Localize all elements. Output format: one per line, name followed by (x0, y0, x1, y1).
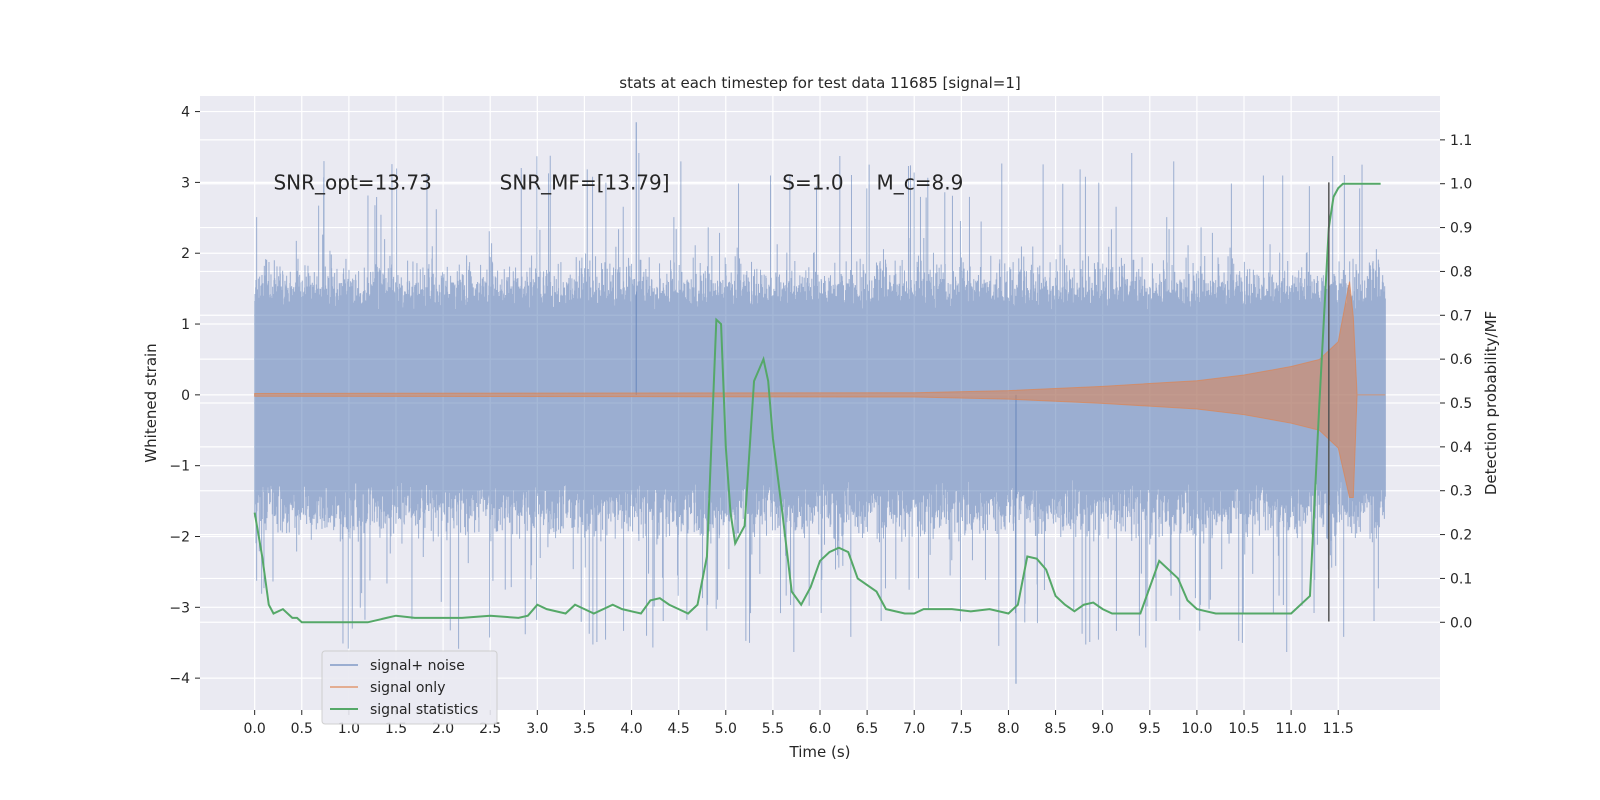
x-tick-label: 11.5 (1323, 721, 1354, 737)
y-right-tick-label: 1.1 (1450, 133, 1472, 149)
x-tick-label: 7.5 (950, 721, 972, 737)
x-axis-label: Time (s) (789, 743, 851, 761)
x-tick-label: 9.5 (1139, 721, 1161, 737)
legend-label-signal-only: signal only (370, 680, 445, 696)
y-left-tick-label: −3 (169, 600, 190, 616)
y-axis-label-right: Detection probability/MF (1482, 311, 1500, 495)
y-right-tick-label: 0.1 (1450, 571, 1472, 587)
signal-only-line (254, 281, 1386, 499)
y-right-tick-label: 0.0 (1450, 615, 1472, 631)
y-axis-label-left: Whitened strain (142, 343, 160, 462)
legend: signal+ noise signal only signal statist… (321, 650, 498, 725)
x-tick-label: 2.0 (432, 721, 454, 737)
y-right-tick-label: 1.0 (1450, 177, 1472, 193)
x-tick-label: 4.5 (668, 721, 690, 737)
x-tick-label: 11.0 (1276, 721, 1307, 737)
legend-label-signal-noise: signal+ noise (370, 658, 465, 674)
legend-box (321, 650, 498, 725)
y-left-tick-label: 1 (181, 317, 190, 333)
x-tick-label: 10.0 (1181, 721, 1212, 737)
x-tick-label: 1.5 (385, 721, 407, 737)
y-left-tick-label: 2 (181, 246, 190, 262)
annotation-3: M_c=8.9 (877, 170, 964, 194)
y-right-tick-label: 0.6 (1450, 352, 1472, 368)
chart-title: stats at each timestep for test data 116… (619, 74, 1020, 92)
signal-statistics-line (253, 182, 1381, 624)
tick-labels: 0.0 0.5 1.0 1.5 2.0 2.5 3.0 3.5 4.0 4.5 5.0 5.5 6.0 6… (169, 105, 1472, 737)
x-tick-label: 1.0 (338, 721, 360, 737)
x-tick-label: 3.5 (573, 721, 595, 737)
x-tick-label: 4.0 (620, 721, 642, 737)
annotation-1: SNR_MF=[13.79] (500, 170, 670, 194)
x-tick-label: 6.5 (856, 721, 878, 737)
x-tick-label: 5.0 (715, 721, 737, 737)
annotations: SNR_opt=13.73 SNR_MF=[13.79] S=1.0 M_c=8.9 (273, 170, 963, 194)
y-left-tick-label: −1 (169, 459, 190, 475)
x-tick-label: 0.5 (291, 721, 313, 737)
x-tick-label: 5.5 (762, 721, 784, 737)
annotation-0: SNR_opt=13.73 (273, 170, 431, 194)
x-tick-label: 9.0 (1092, 721, 1114, 737)
x-tick-label: 3.0 (526, 721, 548, 737)
y-left-tick-label: 4 (181, 105, 190, 121)
y-left-tick-label: 0 (181, 388, 190, 404)
x-tick-label: 6.0 (809, 721, 831, 737)
y-right-tick-label: 0.9 (1450, 221, 1472, 237)
annotation-2: S=1.0 (782, 170, 843, 194)
signal-only-series (254, 281, 1386, 499)
y-right-tick-label: 0.2 (1450, 528, 1472, 544)
x-tick-label: 7.0 (903, 721, 925, 737)
x-tick-label: 10.5 (1228, 721, 1259, 737)
y-left-tick-label: 3 (181, 175, 190, 191)
y-right-tick-label: 0.7 (1450, 308, 1472, 324)
y-right-tick-label: 0.5 (1450, 396, 1472, 412)
signal-statistics-series (253, 182, 1381, 624)
x-tick-label: 0.0 (244, 721, 266, 737)
y-right-tick-label: 0.4 (1450, 440, 1472, 456)
x-tick-label: 2.5 (479, 721, 501, 737)
y-right-tick-label: 0.3 (1450, 484, 1472, 500)
legend-label-signal-statistics: signal statistics (370, 702, 478, 718)
x-tick-label: 8.0 (997, 721, 1019, 737)
y-left-tick-label: −2 (169, 529, 190, 545)
x-tick-label: 8.5 (1044, 721, 1066, 737)
y-right-tick-label: 0.8 (1450, 264, 1472, 280)
y-left-tick-label: −4 (169, 671, 190, 687)
